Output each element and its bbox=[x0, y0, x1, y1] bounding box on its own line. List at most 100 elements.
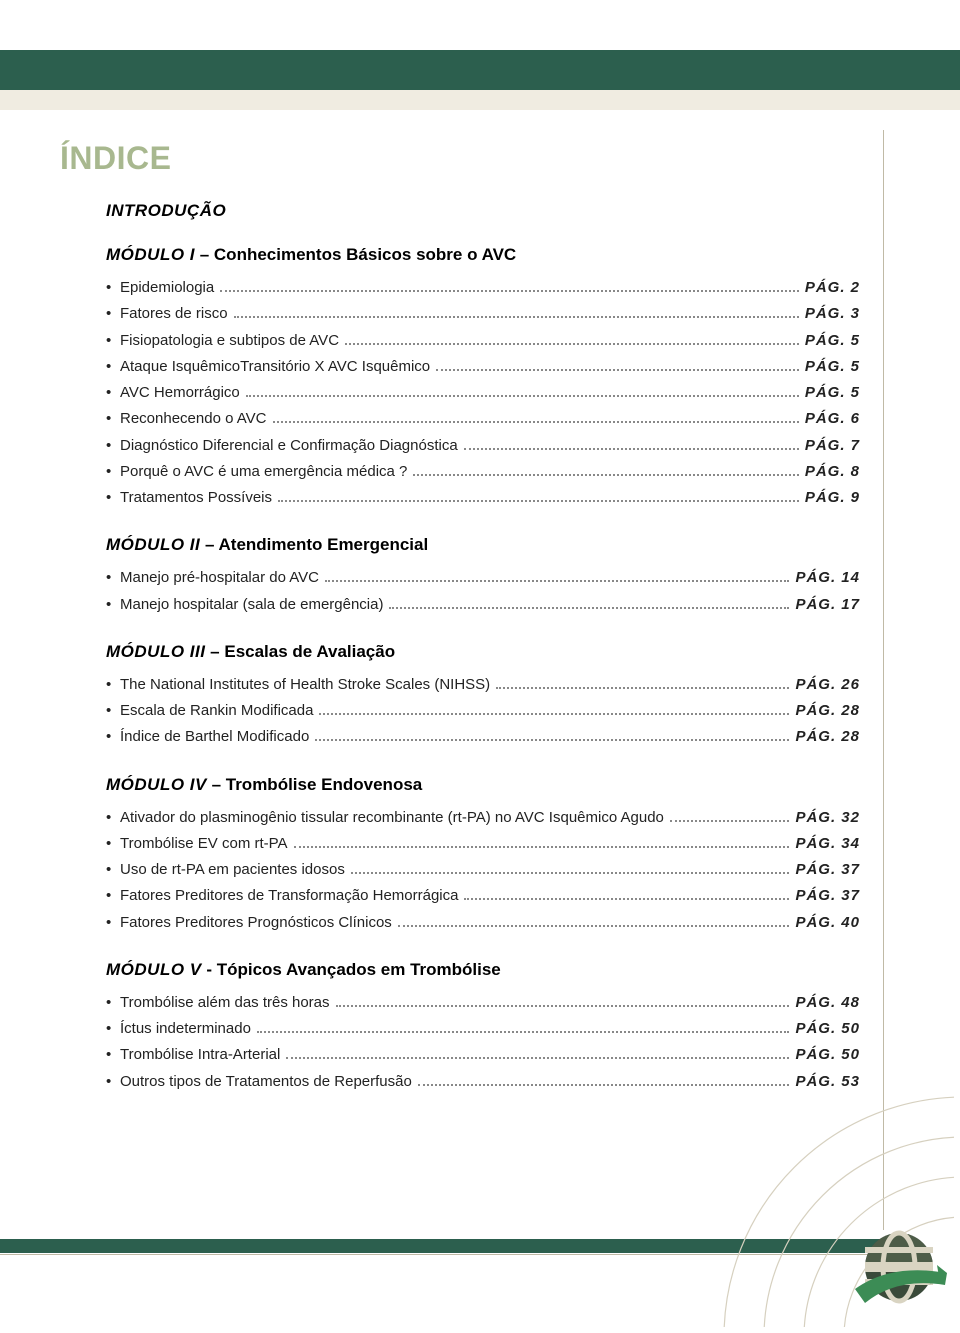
bullet-icon: • bbox=[106, 857, 120, 883]
toc-leader-dots bbox=[273, 414, 799, 423]
toc-leader-dots bbox=[436, 362, 799, 371]
toc-leader-dots bbox=[336, 998, 790, 1007]
toc-item-label: The National Institutes of Health Stroke… bbox=[120, 672, 490, 698]
toc-leader-dots bbox=[351, 865, 790, 874]
toc-item-label: Manejo pré-hospitalar do AVC bbox=[120, 565, 319, 591]
toc-item-label: Ativador do plasminogênio tissular recom… bbox=[120, 805, 664, 831]
toc-leader-dots bbox=[345, 336, 799, 345]
bullet-icon: • bbox=[106, 724, 120, 750]
toc-page-ref: PÁG. 26 bbox=[795, 672, 860, 698]
toc-page-ref: PÁG. 17 bbox=[795, 592, 860, 618]
toc-item-label: Trombólise Intra-Arterial bbox=[120, 1042, 280, 1068]
module-title: Conhecimentos Básicos sobre o AVC bbox=[214, 245, 516, 264]
toc-leader-dots bbox=[464, 891, 789, 900]
toc-item: •Trombólise além das três horas PÁG. 48 bbox=[106, 990, 860, 1016]
toc-page-ref: PÁG. 37 bbox=[795, 857, 860, 883]
bullet-icon: • bbox=[106, 1016, 120, 1042]
toc-item: •Escala de Rankin ModificadaPÁG. 28 bbox=[106, 698, 860, 724]
module-prefix: MÓDULO I bbox=[106, 245, 195, 264]
toc-item-label: Reconhecendo o AVC bbox=[120, 406, 267, 432]
header-band-dark bbox=[0, 50, 960, 90]
toc-page-ref: PÁG. 5 bbox=[805, 380, 860, 406]
toc-item-label: Trombólise além das três horas bbox=[120, 990, 330, 1016]
toc-page-ref: PÁG. 50 bbox=[795, 1016, 860, 1042]
toc-leader-dots bbox=[496, 680, 789, 689]
bullet-icon: • bbox=[106, 910, 120, 936]
toc-item: •Íctus indeterminado PÁG. 50 bbox=[106, 1016, 860, 1042]
toc-page-ref: PÁG. 7 bbox=[805, 433, 860, 459]
toc-item-label: Porquê o AVC é uma emergência médica ? bbox=[120, 459, 407, 485]
bullet-icon: • bbox=[106, 380, 120, 406]
toc-page-ref: PÁG. 2 bbox=[805, 275, 860, 301]
toc-item: •Uso de rt-PA em pacientes idososPÁG. 37 bbox=[106, 857, 860, 883]
bullet-icon: • bbox=[106, 592, 120, 618]
toc-item: •Porquê o AVC é uma emergência médica ? P… bbox=[106, 459, 860, 485]
page-content: ÍNDICE INTRODUÇÃO MÓDULO I – Conheciment… bbox=[60, 140, 860, 1095]
toc-page-ref: PÁG. 40 bbox=[795, 910, 860, 936]
toc-item: •The National Institutes of Health Strok… bbox=[106, 672, 860, 698]
module-separator: – bbox=[200, 535, 218, 554]
toc-item: •AVC Hemorrágico PÁG. 5 bbox=[106, 380, 860, 406]
toc-page-ref: PÁG. 8 bbox=[805, 459, 860, 485]
toc-item-label: Outros tipos de Tratamentos de Reperfusã… bbox=[120, 1069, 412, 1095]
module-prefix: MÓDULO V bbox=[106, 960, 202, 979]
module-heading: MÓDULO I – Conhecimentos Básicos sobre o… bbox=[106, 245, 860, 265]
toc-item-label: Tratamentos Possíveis bbox=[120, 485, 272, 511]
module-prefix: MÓDULO II bbox=[106, 535, 200, 554]
toc-item: •Trombólise Intra-Arterial PÁG. 50 bbox=[106, 1042, 860, 1068]
toc-item: •Índice de Barthel ModificadoPÁG. 28 bbox=[106, 724, 860, 750]
toc-item: •Ativador do plasminogênio tissular reco… bbox=[106, 805, 860, 831]
bullet-icon: • bbox=[106, 459, 120, 485]
bullet-icon: • bbox=[106, 406, 120, 432]
toc-page-ref: PÁG. 34 bbox=[795, 831, 860, 857]
toc-page-ref: PÁG. 3 bbox=[805, 301, 860, 327]
bullet-icon: • bbox=[106, 1042, 120, 1068]
module-title: Escalas de Avaliação bbox=[224, 642, 395, 661]
toc-leader-dots bbox=[315, 732, 789, 741]
toc-item-label: Índice de Barthel Modificado bbox=[120, 724, 309, 750]
toc-item: •EpidemiologiaPÁG. 2 bbox=[106, 275, 860, 301]
bullet-icon: • bbox=[106, 883, 120, 909]
toc-item-label: Fisiopatologia e subtipos de AVC bbox=[120, 328, 339, 354]
toc-item: •Fisiopatologia e subtipos de AVCPÁG. 5 bbox=[106, 328, 860, 354]
toc-item: •Manejo hospitalar (sala de emergência) P… bbox=[106, 592, 860, 618]
bullet-icon: • bbox=[106, 275, 120, 301]
bullet-icon: • bbox=[106, 433, 120, 459]
toc-page-ref: PÁG. 48 bbox=[795, 990, 860, 1016]
toc-item-label: Fatores Preditores Prognósticos Clínicos bbox=[120, 910, 392, 936]
bullet-icon: • bbox=[106, 301, 120, 327]
toc-item: •Trombólise EV com rt-PAPÁG. 34 bbox=[106, 831, 860, 857]
toc-leader-dots bbox=[234, 309, 799, 318]
bullet-icon: • bbox=[106, 485, 120, 511]
bullet-icon: • bbox=[106, 354, 120, 380]
bullet-icon: • bbox=[106, 698, 120, 724]
toc-item-label: AVC Hemorrágico bbox=[120, 380, 240, 406]
bullet-icon: • bbox=[106, 672, 120, 698]
toc-leader-dots bbox=[389, 600, 789, 609]
toc-item: •Fatores de riscoPÁG. 3 bbox=[106, 301, 860, 327]
toc-leader-dots bbox=[257, 1024, 790, 1033]
toc-item-label: Fatores Preditores de Transformação Hemo… bbox=[120, 883, 458, 909]
toc-page-ref: PÁG. 5 bbox=[805, 328, 860, 354]
bullet-icon: • bbox=[106, 1069, 120, 1095]
toc-item: •Ataque IsquêmicoTransitório X AVC Isquê… bbox=[106, 354, 860, 380]
module-prefix: MÓDULO III bbox=[106, 642, 205, 661]
toc-item-label: Ataque IsquêmicoTransitório X AVC Isquêm… bbox=[120, 354, 430, 380]
module-heading: MÓDULO III – Escalas de Avaliação bbox=[106, 642, 860, 662]
toc-item: •Diagnóstico Diferencial e Confirmação D… bbox=[106, 433, 860, 459]
module-title: Tópicos Avançados em Trombólise bbox=[217, 960, 501, 979]
toc-item: •Fatores Preditores Prognósticos Clínico… bbox=[106, 910, 860, 936]
toc-leader-dots bbox=[246, 388, 799, 397]
toc-page-ref: PÁG. 50 bbox=[795, 1042, 860, 1068]
bullet-icon: • bbox=[106, 805, 120, 831]
module-separator: – bbox=[205, 642, 224, 661]
toc-item-label: Manejo hospitalar (sala de emergência) bbox=[120, 592, 383, 618]
toc-item: •Tratamentos PossíveisPÁG. 9 bbox=[106, 485, 860, 511]
toc-item-label: Trombólise EV com rt-PA bbox=[120, 831, 288, 857]
module-heading: MÓDULO II – Atendimento Emergencial bbox=[106, 535, 860, 555]
toc-page-ref: PÁG. 6 bbox=[805, 406, 860, 432]
toc-page-ref: PÁG. 37 bbox=[795, 883, 860, 909]
bullet-icon: • bbox=[106, 990, 120, 1016]
toc-item-label: Íctus indeterminado bbox=[120, 1016, 251, 1042]
toc-leader-dots bbox=[278, 493, 799, 502]
